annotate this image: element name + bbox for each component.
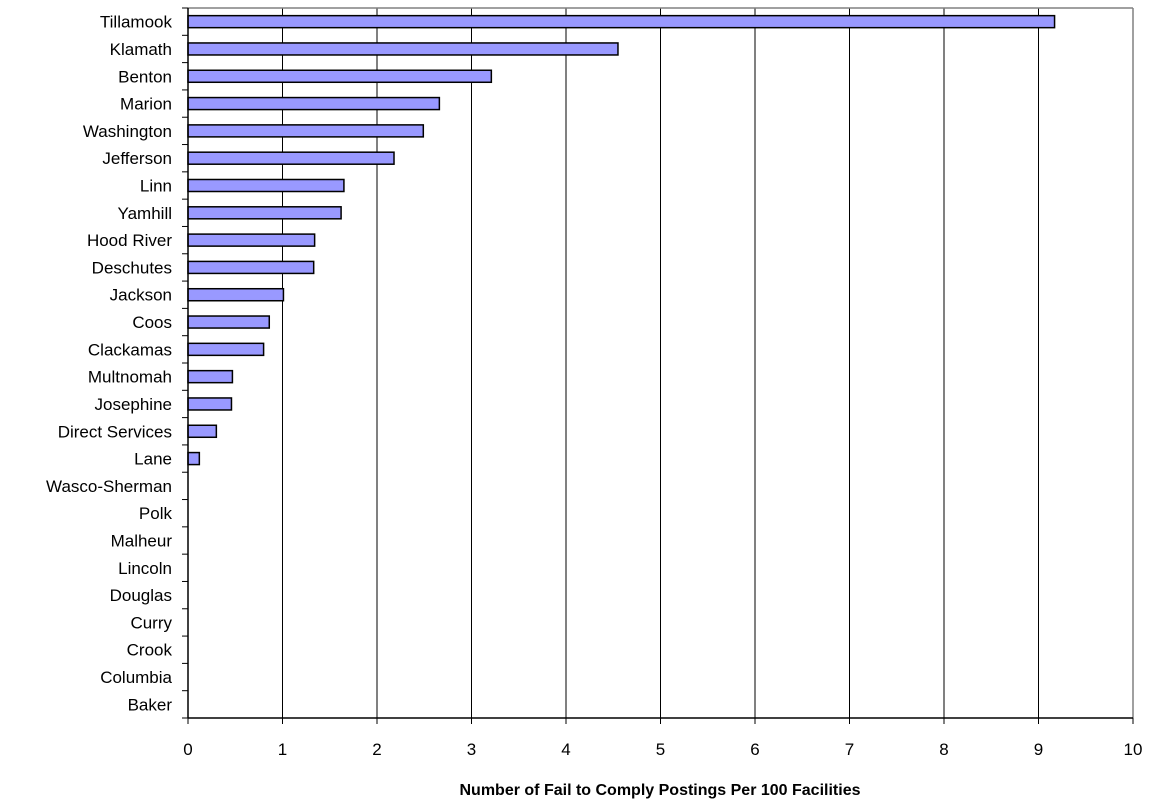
category-label: Klamath bbox=[110, 40, 172, 59]
category-label: Deschutes bbox=[92, 258, 172, 277]
category-label: Lane bbox=[134, 450, 172, 469]
x-tick-label: 0 bbox=[183, 740, 192, 759]
category-label: Coos bbox=[132, 313, 172, 332]
category-label: Curry bbox=[130, 613, 172, 632]
bar bbox=[187, 342, 265, 357]
x-tick-label: 1 bbox=[278, 740, 287, 759]
x-tick-label: 9 bbox=[1034, 740, 1043, 759]
category-label: Hood River bbox=[87, 231, 172, 250]
x-tick-label: 7 bbox=[845, 740, 854, 759]
bar bbox=[187, 424, 218, 439]
bar bbox=[187, 178, 345, 193]
category-label: Jefferson bbox=[102, 149, 172, 168]
bar bbox=[187, 69, 493, 84]
x-tick-label: 3 bbox=[467, 740, 476, 759]
bars bbox=[187, 14, 1056, 466]
category-label: Josephine bbox=[94, 395, 172, 414]
category-labels: Tillamook Klamath Benton Marion Washington Je… bbox=[46, 13, 173, 715]
category-label: Columbia bbox=[100, 668, 172, 687]
bar bbox=[187, 451, 201, 466]
category-label: Multnomah bbox=[88, 368, 172, 387]
category-label: Washington bbox=[83, 122, 172, 141]
category-label: Crook bbox=[127, 641, 173, 660]
category-label: Clackamas bbox=[88, 340, 172, 359]
category-label: Yamhill bbox=[118, 204, 172, 223]
x-tick-label: 8 bbox=[939, 740, 948, 759]
plot-frame bbox=[182, 7, 1134, 719]
gridlines bbox=[282, 8, 1039, 718]
x-tick-label: 2 bbox=[372, 740, 381, 759]
category-label: Tillamook bbox=[100, 13, 173, 32]
category-label: Wasco-Sherman bbox=[46, 477, 172, 496]
bar bbox=[187, 14, 1056, 29]
x-tick-label: 4 bbox=[561, 740, 570, 759]
bar bbox=[187, 287, 285, 302]
category-label: Douglas bbox=[110, 586, 172, 605]
category-label: Lincoln bbox=[118, 559, 172, 578]
category-label: Baker bbox=[128, 695, 173, 714]
bar bbox=[187, 42, 619, 56]
bar bbox=[187, 96, 441, 111]
bar bbox=[187, 151, 395, 165]
x-tick-labels: 0 1 2 3 4 5 6 7 8 9 10 bbox=[183, 718, 1142, 759]
bar bbox=[187, 397, 233, 411]
category-label: Direct Services bbox=[58, 422, 172, 441]
bar bbox=[187, 315, 271, 329]
category-label: Polk bbox=[139, 504, 173, 523]
category-label: Jackson bbox=[110, 286, 172, 305]
x-axis-title: Number of Fail to Comply Postings Per 10… bbox=[460, 782, 861, 799]
category-label: Marion bbox=[120, 95, 172, 114]
bar bbox=[187, 260, 315, 275]
bar bbox=[187, 369, 234, 384]
category-label: Linn bbox=[140, 177, 172, 196]
x-tick-label: 10 bbox=[1124, 740, 1143, 759]
x-tick-label: 6 bbox=[750, 740, 759, 759]
category-label: Malheur bbox=[111, 532, 173, 551]
bar bbox=[187, 233, 316, 247]
x-tick-label: 5 bbox=[656, 740, 665, 759]
category-label: Benton bbox=[118, 67, 172, 86]
bar bbox=[187, 124, 425, 138]
bar bbox=[187, 206, 342, 220]
